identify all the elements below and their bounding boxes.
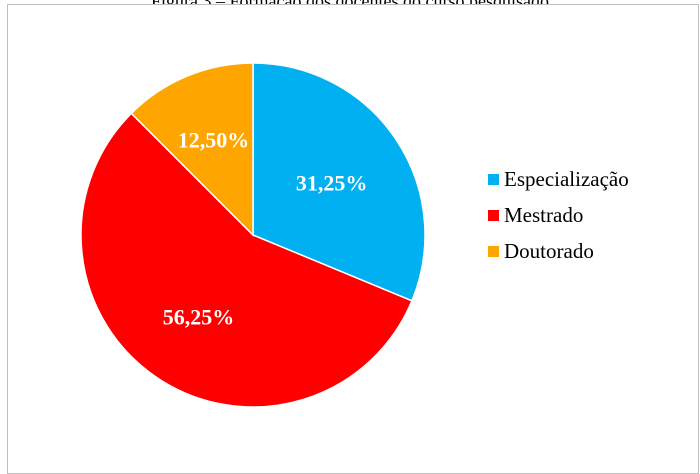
data-label-2: 56,25%	[163, 305, 235, 330]
pie-slices	[80, 62, 426, 408]
pie-slice-3	[130, 62, 254, 237]
pie-data-labels: 31,25% 56,25% 12,50%	[163, 128, 368, 330]
legend-label-2: Mestrado	[504, 203, 583, 227]
pie-slice-1	[252, 62, 426, 302]
chart-legend: Especialização Mestrado Doutorado	[488, 167, 629, 263]
legend-swatch-3	[488, 246, 499, 257]
legend-swatch-1	[488, 174, 499, 185]
data-label-3: 12,50%	[178, 128, 250, 153]
legend-label-1: Especialização	[504, 167, 629, 191]
legend-label-3: Doutorado	[504, 239, 594, 263]
pie-chart: 31,25% 56,25% 12,50% Especialização Mestrad…	[80, 62, 629, 408]
pie-slice-2	[80, 112, 413, 408]
legend-swatch-2	[488, 210, 499, 221]
data-label-1: 31,25%	[296, 170, 368, 195]
